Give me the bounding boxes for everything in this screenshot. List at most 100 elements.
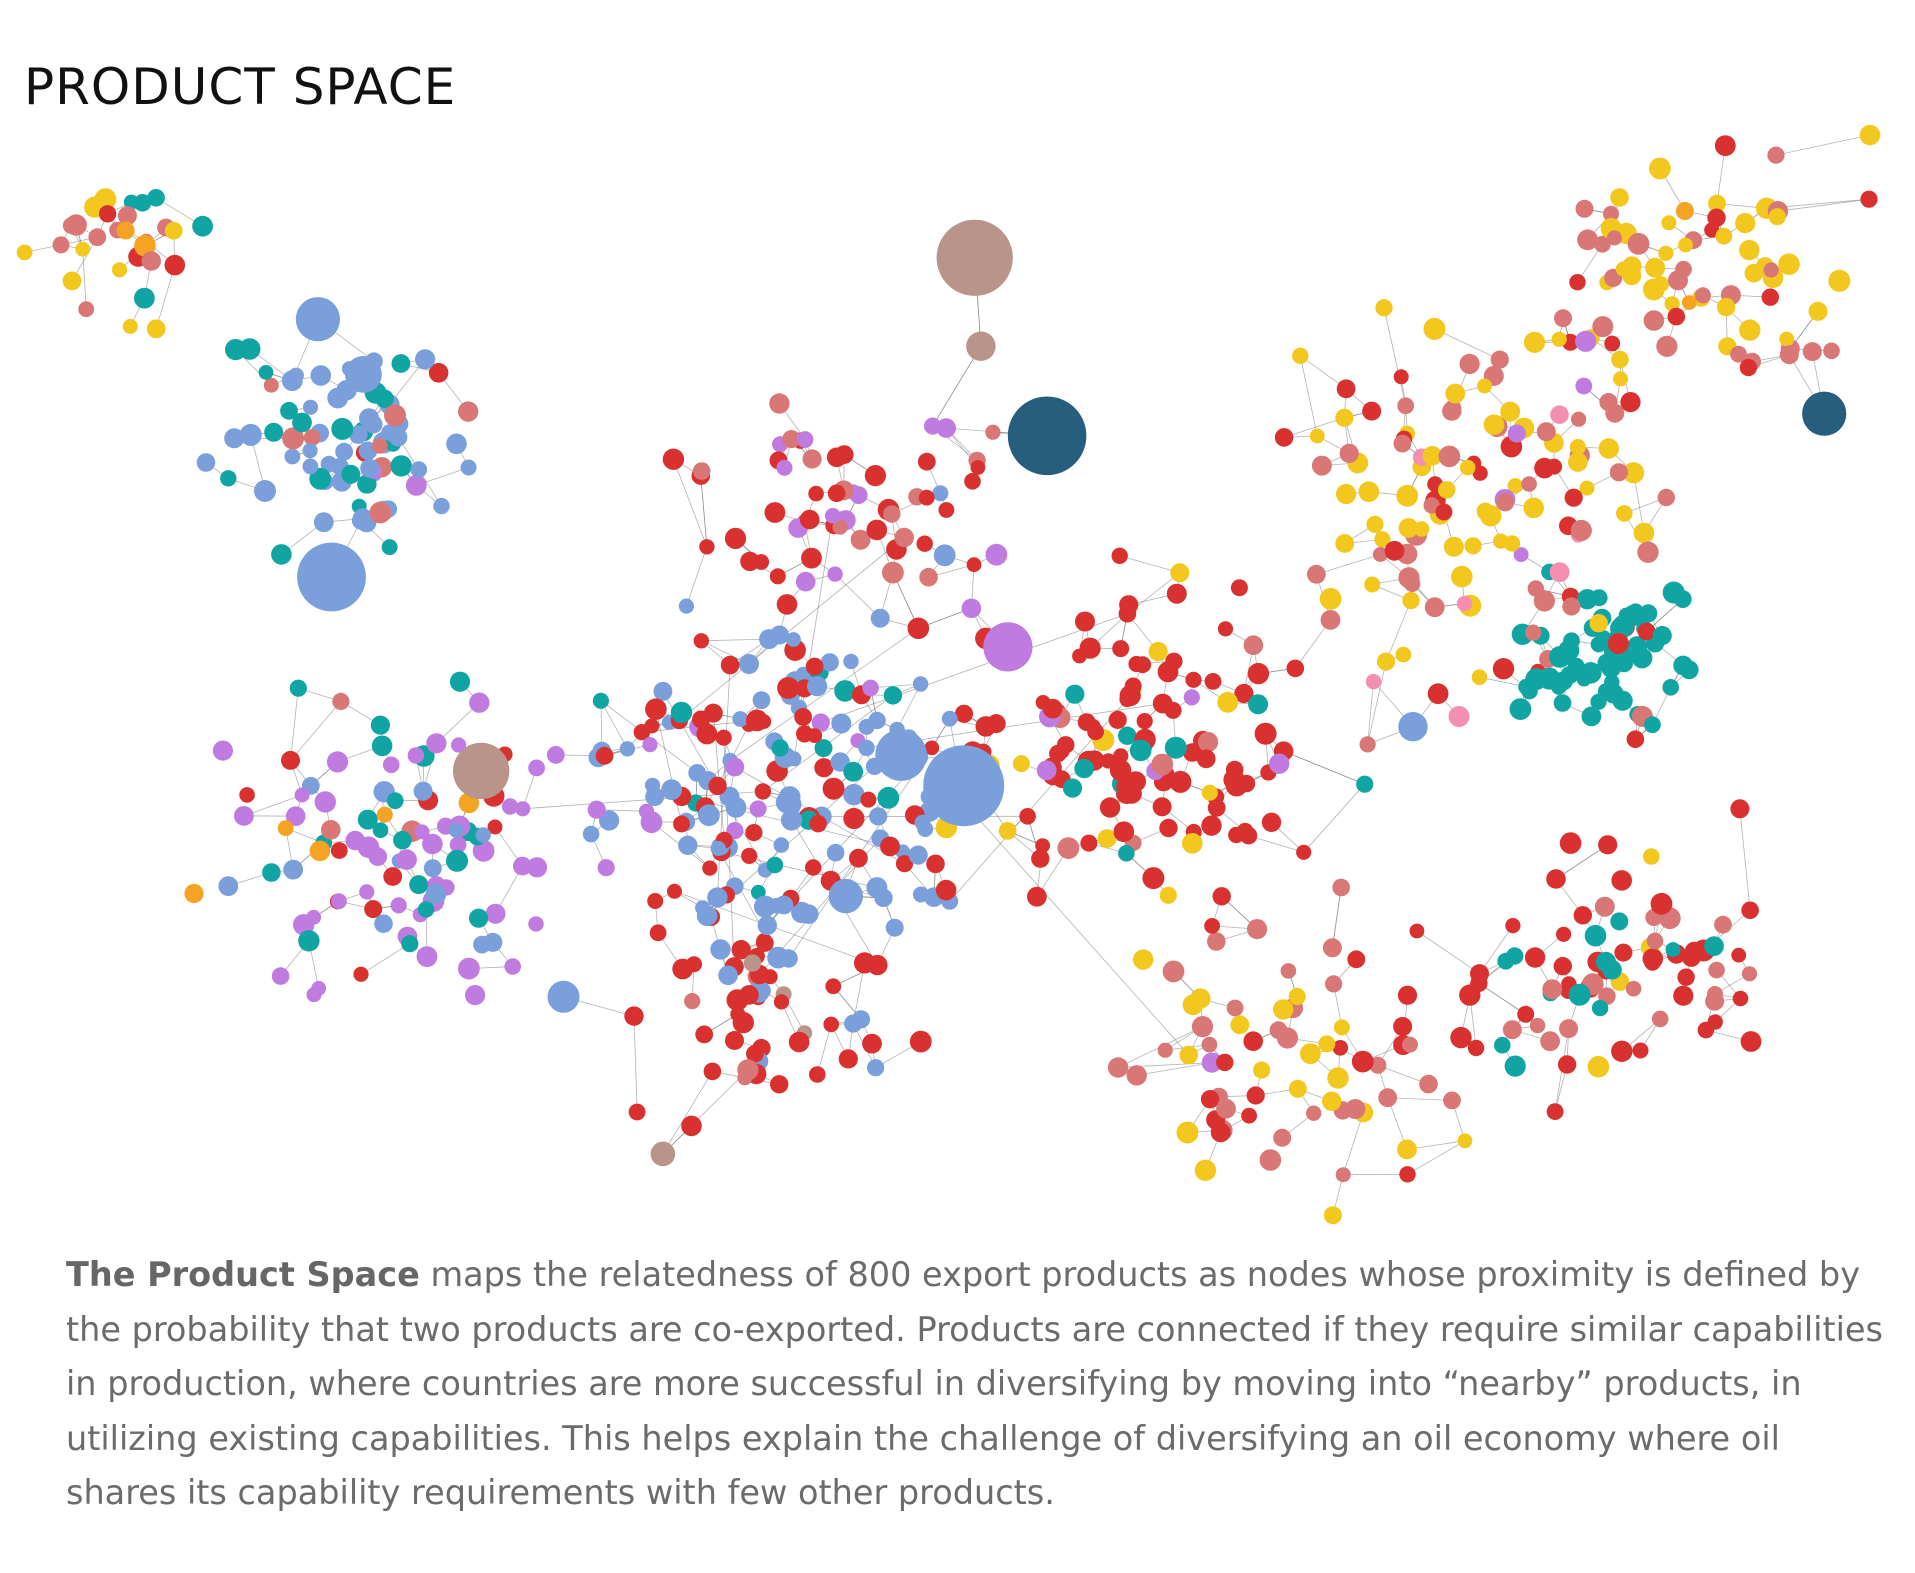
product-node bbox=[1625, 980, 1642, 997]
product-node bbox=[619, 741, 636, 757]
product-node bbox=[1739, 239, 1760, 261]
product-node bbox=[309, 467, 332, 490]
product-node bbox=[1393, 369, 1409, 385]
product-node bbox=[782, 430, 801, 449]
product-node bbox=[768, 897, 785, 914]
product-node bbox=[1404, 575, 1421, 592]
product-node bbox=[1159, 886, 1177, 904]
product-node bbox=[703, 1062, 722, 1081]
product-node bbox=[843, 653, 859, 670]
edge bbox=[1303, 783, 1365, 853]
product-node bbox=[796, 431, 814, 448]
product-node bbox=[1031, 849, 1050, 868]
product-node bbox=[773, 837, 790, 853]
product-node bbox=[1614, 943, 1633, 962]
product-node bbox=[1575, 377, 1593, 395]
product-node bbox=[513, 856, 532, 876]
product-node bbox=[396, 849, 417, 870]
product-node bbox=[164, 221, 183, 240]
product-node bbox=[809, 1066, 826, 1083]
edge bbox=[290, 701, 342, 761]
product-node bbox=[1126, 1065, 1147, 1086]
product-node bbox=[791, 901, 813, 924]
product-node bbox=[386, 792, 404, 810]
product-node bbox=[1397, 397, 1415, 415]
product-node bbox=[1019, 808, 1036, 825]
product-node bbox=[885, 918, 904, 937]
product-node bbox=[1707, 208, 1726, 227]
product-node bbox=[850, 529, 871, 550]
edge bbox=[816, 1024, 832, 1075]
product-node bbox=[451, 737, 467, 753]
product-node bbox=[638, 803, 655, 819]
product-node bbox=[372, 822, 389, 838]
product-node bbox=[526, 857, 548, 878]
product-node bbox=[769, 568, 786, 585]
product-node bbox=[1523, 497, 1544, 519]
product-node bbox=[285, 806, 306, 826]
product-node bbox=[826, 843, 845, 862]
product-space-network bbox=[16, 124, 1881, 1225]
product-node bbox=[688, 764, 707, 782]
product-node bbox=[1490, 350, 1509, 369]
product-node bbox=[1607, 633, 1629, 654]
product-node bbox=[725, 1031, 744, 1050]
caption-body: maps the relatedness of 800 export produ… bbox=[66, 1255, 1883, 1513]
product-node bbox=[446, 849, 468, 872]
product-node bbox=[264, 422, 284, 442]
product-node bbox=[1374, 531, 1391, 548]
edge bbox=[686, 546, 708, 607]
product-node bbox=[1439, 447, 1458, 467]
product-node bbox=[1113, 821, 1135, 842]
product-node bbox=[449, 836, 467, 854]
product-node bbox=[349, 425, 368, 444]
product-node bbox=[1450, 1026, 1472, 1049]
product-node bbox=[702, 860, 718, 876]
product-node bbox=[1483, 414, 1505, 436]
product-node bbox=[595, 746, 614, 765]
product-node bbox=[1573, 906, 1593, 925]
product-node bbox=[234, 806, 254, 826]
product-node bbox=[62, 271, 82, 291]
product-node bbox=[393, 830, 412, 850]
product-node bbox=[410, 461, 428, 478]
edge bbox=[1478, 982, 1526, 1015]
product-node bbox=[720, 655, 740, 675]
product-node bbox=[294, 787, 310, 803]
product-node bbox=[1201, 1036, 1218, 1053]
product-node bbox=[1524, 947, 1546, 968]
product-node bbox=[767, 946, 789, 969]
product-node bbox=[1157, 661, 1179, 683]
product-node bbox=[326, 751, 349, 773]
product-node bbox=[1151, 753, 1174, 776]
product-node bbox=[433, 497, 450, 515]
product-node bbox=[446, 433, 467, 455]
product-node bbox=[692, 462, 711, 480]
product-node bbox=[983, 622, 1033, 672]
edge bbox=[1136, 1062, 1212, 1076]
product-node bbox=[1551, 331, 1567, 347]
product-node bbox=[1494, 1036, 1511, 1054]
product-node bbox=[1351, 1050, 1374, 1073]
product-node bbox=[1435, 503, 1453, 521]
product-node bbox=[331, 417, 354, 440]
edge bbox=[1299, 355, 1318, 437]
product-node bbox=[1237, 774, 1256, 793]
product-node bbox=[1708, 194, 1726, 213]
product-node bbox=[1424, 597, 1445, 618]
product-node bbox=[776, 594, 798, 615]
product-node bbox=[1246, 1086, 1265, 1105]
product-node bbox=[844, 1014, 863, 1033]
product-node bbox=[1779, 345, 1799, 365]
product-node bbox=[825, 507, 841, 524]
product-node bbox=[1859, 124, 1881, 146]
product-node bbox=[88, 228, 107, 247]
product-node bbox=[1656, 335, 1678, 357]
product-node bbox=[754, 783, 772, 800]
product-node bbox=[184, 883, 204, 904]
product-node bbox=[1580, 662, 1602, 684]
product-node bbox=[954, 704, 974, 723]
product-node bbox=[1372, 547, 1388, 562]
product-node bbox=[1198, 731, 1219, 753]
product-node bbox=[773, 994, 790, 1010]
